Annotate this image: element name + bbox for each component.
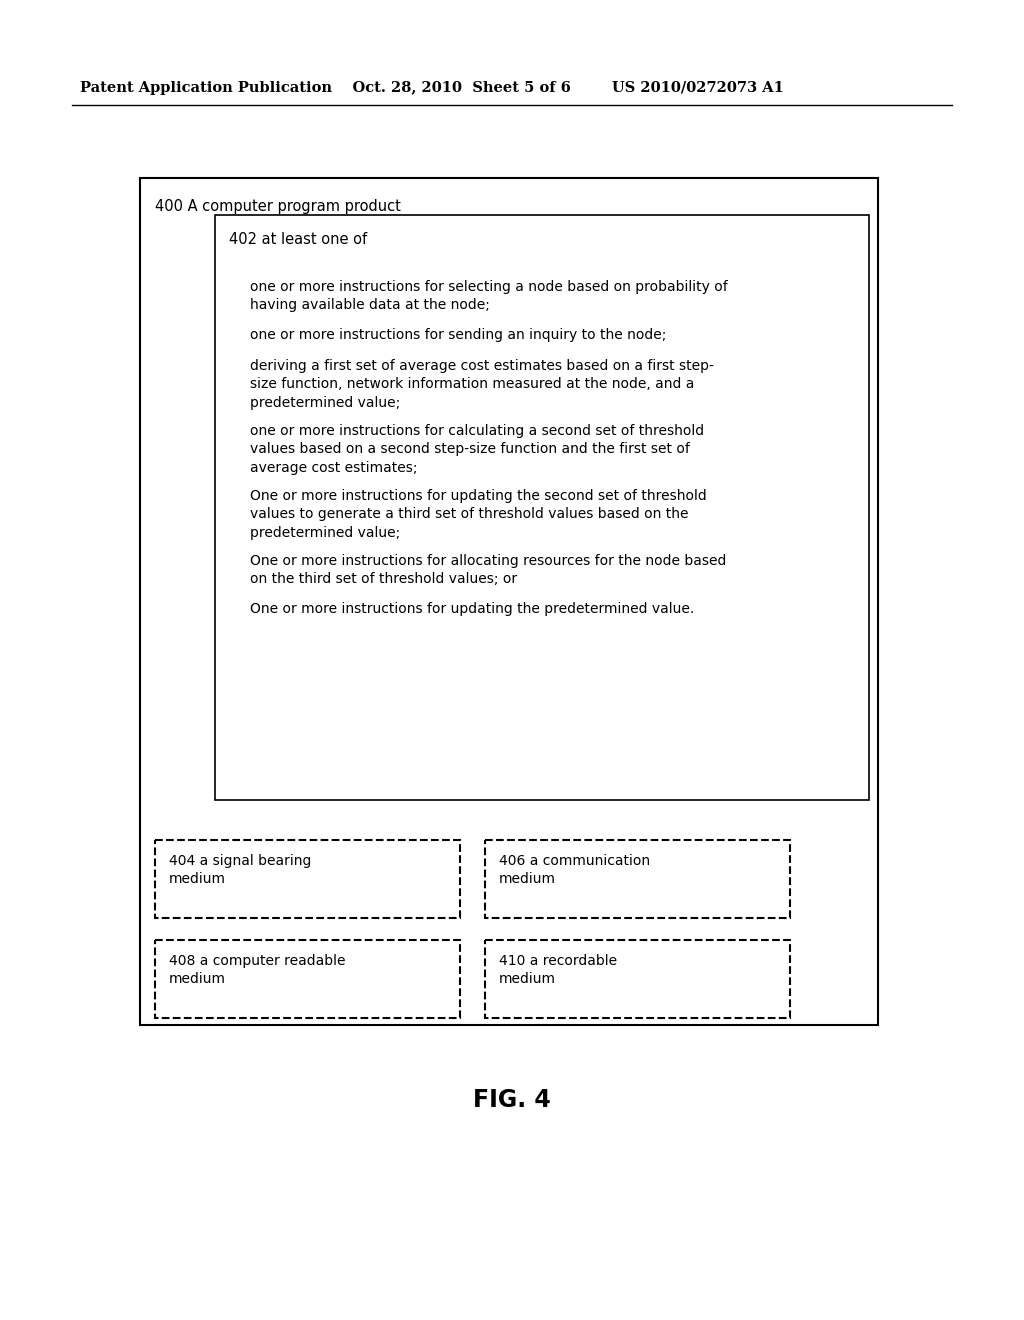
Text: 404 a signal bearing
medium: 404 a signal bearing medium [169, 854, 311, 887]
Bar [485, 940, 790, 1018]
Text: One or more instructions for updating the second set of threshold
values to gene: One or more instructions for updating th… [250, 488, 707, 540]
Text: One or more instructions for allocating resources for the node based
on the thir: One or more instructions for allocating … [250, 554, 726, 586]
Text: one or more instructions for calculating a second set of threshold
values based : one or more instructions for calculating… [250, 424, 705, 475]
Text: one or more instructions for sending an inquiry to the node;: one or more instructions for sending an … [250, 327, 667, 342]
Text: deriving a first set of average cost estimates based on a first step-
size funct: deriving a first set of average cost est… [250, 359, 714, 409]
Text: 402 at least one of: 402 at least one of [229, 232, 368, 248]
Text: 408 a computer readable
medium: 408 a computer readable medium [169, 954, 345, 986]
Bar [485, 840, 790, 917]
Text: 406 a communication
medium: 406 a communication medium [499, 854, 650, 887]
Bar [155, 940, 460, 1018]
Bar [215, 215, 869, 800]
Bar [155, 840, 460, 917]
Text: One or more instructions for updating the predetermined value.: One or more instructions for updating th… [250, 602, 694, 616]
Text: one or more instructions for selecting a node based on probability of
having ava: one or more instructions for selecting a… [250, 280, 728, 313]
Bar [140, 178, 878, 1026]
Text: FIG. 4: FIG. 4 [473, 1088, 551, 1111]
Text: 400 A computer program product: 400 A computer program product [155, 198, 400, 214]
Text: Patent Application Publication    Oct. 28, 2010  Sheet 5 of 6        US 2010/027: Patent Application Publication Oct. 28, … [80, 81, 784, 95]
Text: 410 a recordable
medium: 410 a recordable medium [499, 954, 617, 986]
